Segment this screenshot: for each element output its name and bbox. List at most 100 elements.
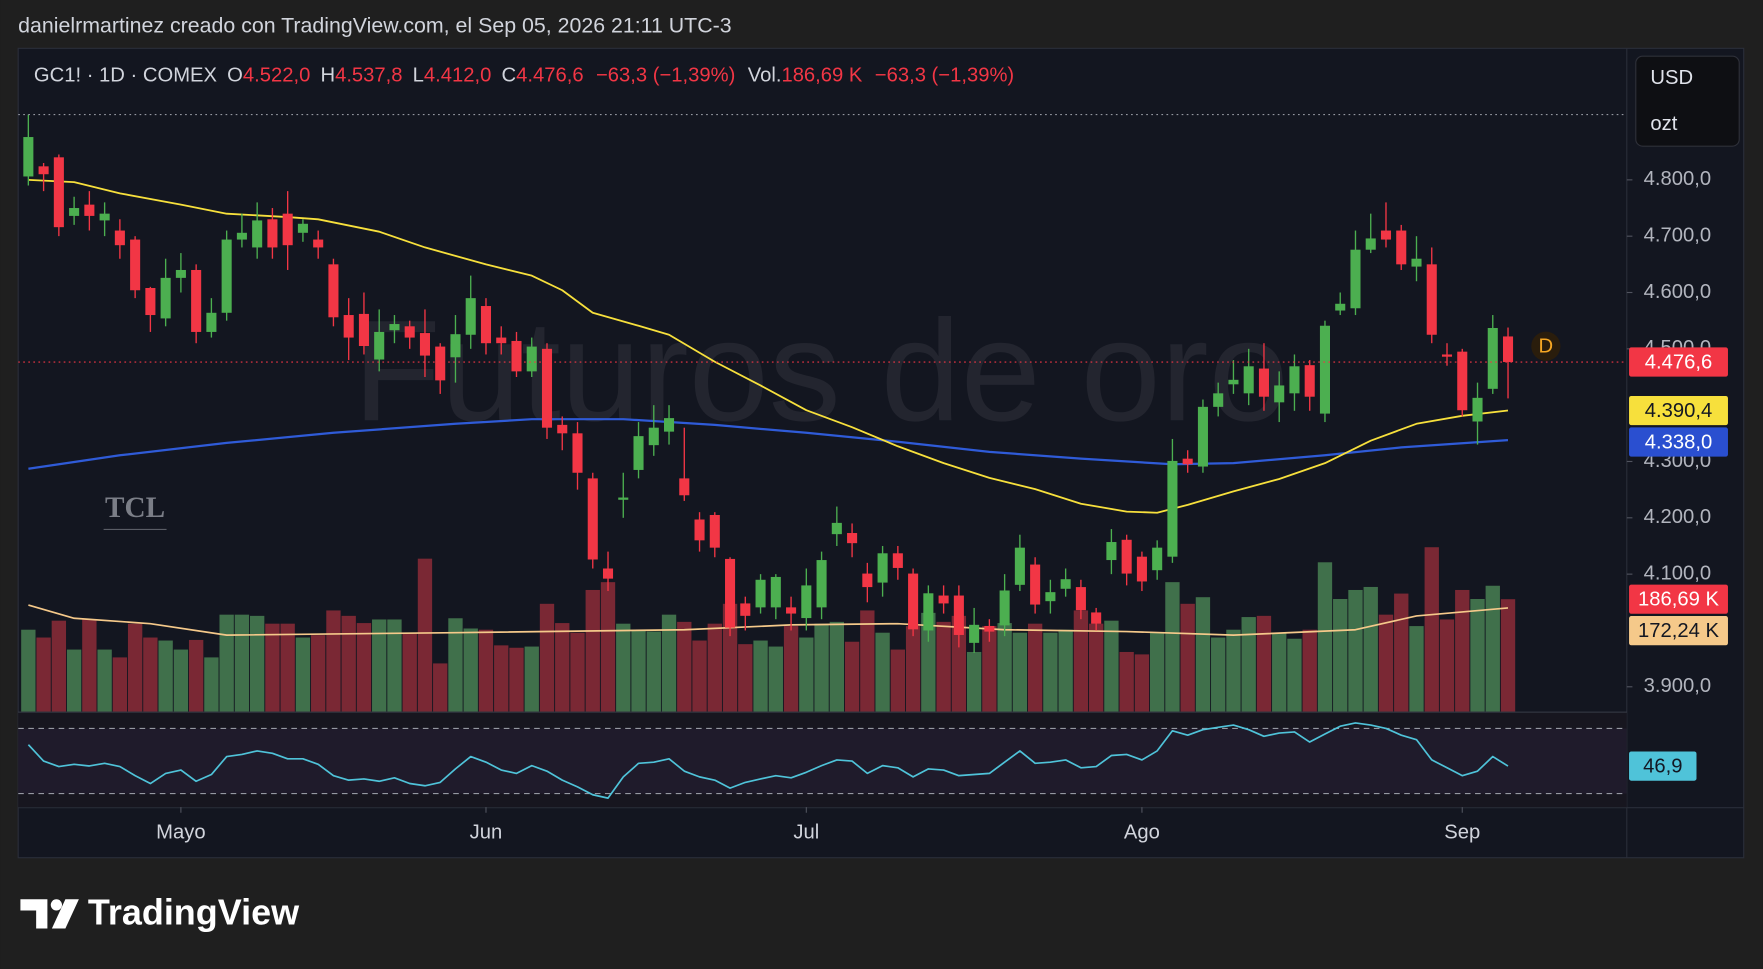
volume-bar	[631, 629, 646, 712]
candle-body	[343, 315, 354, 338]
candle-body	[1136, 556, 1147, 582]
symbol: GC1! · 1D · COMEX	[34, 65, 218, 87]
footer-logo-icon	[20, 899, 79, 929]
rsi-layer	[18, 722, 1627, 799]
candle-body	[1075, 587, 1086, 611]
volume-bar	[875, 632, 890, 712]
ma200-label: 4.338,0	[1645, 432, 1712, 454]
volume-bar	[1195, 597, 1211, 712]
candle-body	[877, 553, 888, 583]
volume-bar	[402, 632, 417, 712]
candle-body	[1457, 351, 1468, 411]
volume-ma-line	[28, 604, 1509, 636]
candle-body	[1350, 249, 1361, 309]
volume-bar	[1409, 626, 1424, 712]
volume-bar	[585, 589, 600, 712]
candle-body	[602, 568, 614, 579]
candle-body	[435, 346, 446, 381]
x-tick-label: Sep	[1444, 821, 1480, 843]
volume-bar	[1424, 547, 1439, 712]
volume-bar	[97, 649, 112, 712]
candle-body	[770, 576, 781, 608]
volume-bar	[21, 629, 36, 712]
volume-bar	[738, 644, 753, 712]
candle-body	[938, 595, 949, 604]
volume-bar	[1180, 603, 1195, 712]
candle-body	[1487, 327, 1498, 389]
volume-bar	[463, 628, 478, 712]
volume-bar	[524, 646, 539, 712]
volume-bar	[600, 582, 616, 712]
candle-body	[206, 312, 217, 332]
candle-body	[984, 625, 995, 632]
ma200-line	[28, 418, 1509, 470]
rsi-line	[27, 722, 1509, 799]
rsi-label-box	[1629, 751, 1697, 781]
change: −63,3 (−1,39%)	[596, 65, 735, 87]
candle-body	[313, 239, 324, 248]
volume-bar	[555, 623, 570, 712]
candle-body	[923, 593, 934, 631]
logo-shape	[51, 899, 79, 929]
candle-body	[511, 340, 522, 372]
badge-circle[interactable]	[1531, 331, 1561, 361]
volume-bar	[127, 623, 143, 712]
candle-body	[755, 579, 766, 608]
volume-bar	[1348, 589, 1363, 712]
candle-body	[786, 607, 797, 614]
volume-bar	[188, 639, 204, 712]
candle-body	[1335, 303, 1346, 311]
volume-bar	[1256, 615, 1272, 712]
candle-body	[572, 433, 583, 473]
candle-body	[618, 497, 629, 500]
candle-body	[1502, 336, 1514, 363]
y-tick-label: 4.700,0	[1644, 225, 1711, 247]
volume-bar	[356, 623, 372, 712]
candle-body	[1030, 564, 1041, 605]
y-tick-label: 4.800,0	[1644, 168, 1711, 190]
volume-bar	[1333, 599, 1348, 712]
volume-bar	[66, 649, 82, 712]
candle-body	[847, 533, 858, 544]
volume-bar	[860, 610, 875, 712]
ma50-line	[28, 178, 1509, 514]
candle-body	[53, 157, 64, 228]
badge[interactable]: D	[1539, 336, 1554, 358]
volume-bar	[265, 623, 280, 712]
volume-bar	[936, 621, 951, 712]
volume-bar	[890, 649, 906, 712]
candle-body	[160, 277, 171, 319]
candle-body	[1380, 230, 1392, 240]
close-value: 4.476,6	[516, 65, 583, 87]
logo-shape	[20, 899, 48, 929]
ma50-label-box	[1629, 395, 1728, 426]
volume-bar	[570, 632, 585, 712]
candle-body	[1319, 325, 1331, 414]
volume-bar	[1027, 623, 1043, 712]
candle-body	[969, 624, 980, 643]
rsi-label: 46,9	[1643, 756, 1682, 778]
volume-bar	[997, 623, 1012, 712]
volume-bar	[1302, 629, 1317, 712]
unit-box[interactable]	[1635, 55, 1740, 147]
candle-body	[1243, 366, 1254, 394]
volume-label: 186,69 K	[1638, 589, 1719, 611]
candle-body	[145, 288, 156, 316]
volume-bar	[982, 626, 997, 712]
candle-body	[1091, 612, 1102, 624]
candle-body	[358, 313, 369, 347]
unit[interactable]: ozt	[1650, 113, 1677, 135]
candle-body	[297, 223, 308, 233]
candle-body	[465, 298, 476, 335]
axis-layer: 4.800,04.700,04.600,04.500,04.300,04.200…	[156, 168, 1728, 843]
volume-bar	[616, 623, 631, 712]
volume-bar	[677, 621, 692, 712]
candle-body	[175, 269, 186, 278]
candle-body	[1014, 547, 1025, 585]
y-tick-label: 4.100,0	[1644, 562, 1711, 584]
currency[interactable]: USD	[1650, 67, 1693, 89]
candle-body	[1197, 406, 1208, 467]
candle-body	[1167, 460, 1178, 557]
volume-bar	[1104, 620, 1119, 712]
volume-bar	[1378, 614, 1394, 712]
